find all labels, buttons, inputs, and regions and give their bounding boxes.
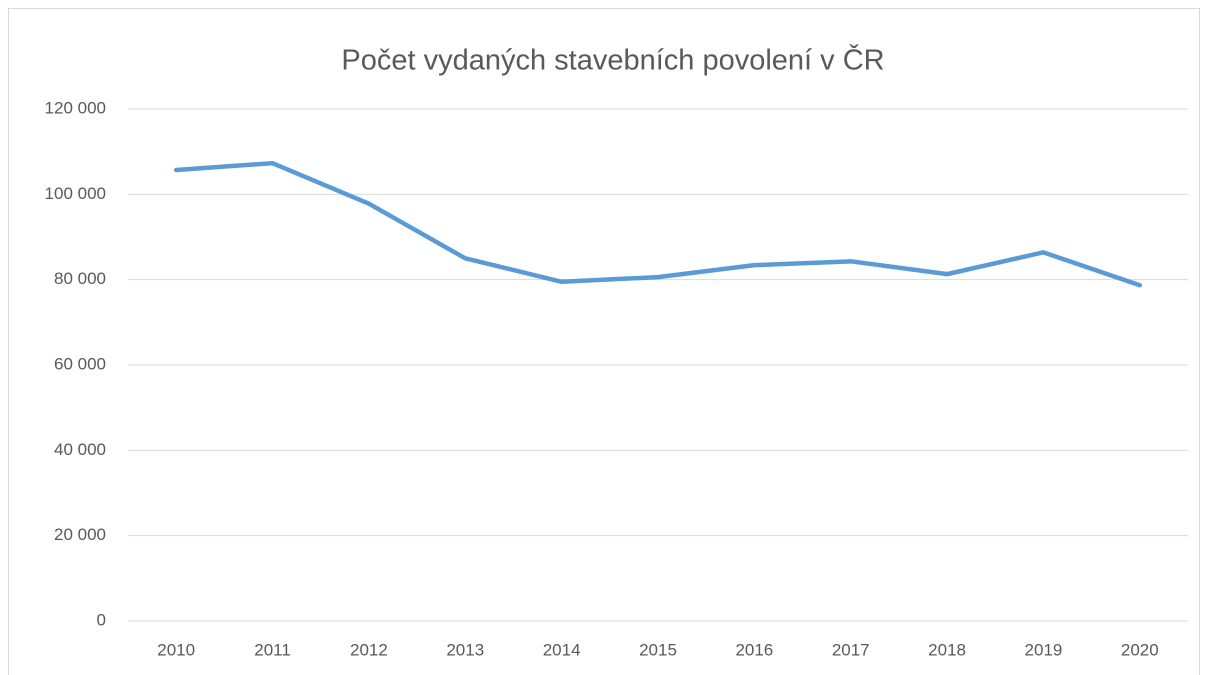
chart-title: Počet vydaných stavebních povolení v ČR bbox=[341, 43, 884, 77]
x-tick-label: 2017 bbox=[832, 640, 870, 659]
y-tick-label: 40 000 bbox=[54, 440, 106, 459]
chart-frame bbox=[8, 8, 1200, 675]
x-tick-label: 2012 bbox=[350, 640, 388, 659]
x-tick-label: 2018 bbox=[928, 640, 966, 659]
y-tick-label: 60 000 bbox=[54, 354, 106, 373]
y-tick-label: 0 bbox=[97, 610, 106, 629]
line-series bbox=[173, 160, 1143, 288]
y-tick-label: 120 000 bbox=[45, 98, 106, 117]
x-tick-label: 2020 bbox=[1121, 640, 1159, 659]
x-tick-label: 2010 bbox=[157, 640, 195, 659]
y-tick-label: 100 000 bbox=[45, 184, 106, 203]
x-tick-label: 2013 bbox=[446, 640, 484, 659]
x-tick-label: 2011 bbox=[254, 640, 291, 659]
y-tick-label: 20 000 bbox=[54, 525, 106, 544]
x-tick-label: 2015 bbox=[639, 640, 677, 659]
y-tick-label: 80 000 bbox=[54, 269, 106, 288]
x-tick-label: 2016 bbox=[735, 640, 773, 659]
x-tick-label: 2014 bbox=[543, 640, 581, 659]
x-tick-label: 2019 bbox=[1025, 640, 1063, 659]
